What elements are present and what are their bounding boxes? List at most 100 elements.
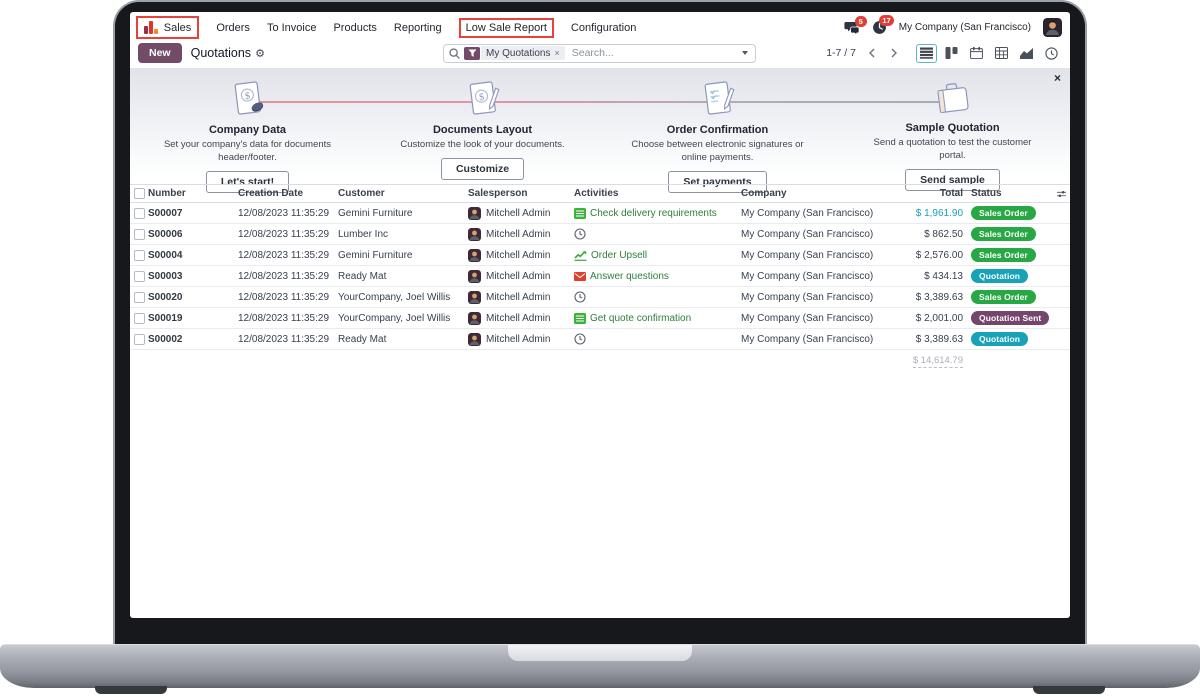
status-badge: Sales Order bbox=[971, 205, 1036, 221]
quotation-row[interactable]: S00020 12/08/2023 11:35:29 YourCompany, … bbox=[130, 287, 1070, 308]
column-header-status[interactable]: Status bbox=[971, 188, 1002, 199]
activity-summary: Check delivery requirements bbox=[590, 207, 717, 219]
nav-item-reporting[interactable]: Reporting bbox=[393, 21, 442, 34]
new-button[interactable]: New bbox=[138, 43, 182, 63]
salesperson-avatar bbox=[468, 311, 481, 325]
document-pencil-icon: $ bbox=[463, 78, 503, 122]
row-checkbox[interactable] bbox=[133, 249, 145, 261]
activity-view-icon[interactable] bbox=[1041, 44, 1062, 63]
app-window: Sales Orders To Invoice Products Reporti… bbox=[130, 12, 1070, 618]
document-dollar-icon: $ bbox=[228, 78, 268, 122]
search-input[interactable]: Search... bbox=[571, 47, 614, 59]
chat-bubbles-icon bbox=[844, 21, 860, 35]
activity-cell[interactable]: Answer questions bbox=[574, 271, 741, 282]
facet-remove-icon[interactable]: × bbox=[554, 47, 560, 58]
tasks-activity-icon bbox=[574, 207, 586, 219]
column-header-number[interactable]: Number bbox=[148, 188, 186, 199]
column-header-company[interactable]: Company bbox=[741, 188, 787, 199]
select-all-checkbox[interactable] bbox=[133, 188, 145, 199]
salesperson-name: Mitchell Admin bbox=[486, 291, 551, 303]
pager-previous-icon[interactable] bbox=[866, 46, 878, 60]
column-header-activities[interactable]: Activities bbox=[574, 188, 619, 199]
salesperson-avatar bbox=[468, 290, 481, 304]
user-avatar[interactable] bbox=[1043, 18, 1062, 37]
quotation-row[interactable]: S00019 12/08/2023 11:35:29 YourCompany, … bbox=[130, 308, 1070, 329]
company-switcher[interactable]: My Company (San Francisco) bbox=[898, 22, 1031, 33]
activity-summary: Order Upsell bbox=[591, 249, 648, 261]
row-checkbox[interactable] bbox=[133, 291, 145, 303]
customer-name: Gemini Furniture bbox=[338, 207, 413, 219]
action-gear-icon[interactable]: ⚙ bbox=[255, 46, 265, 60]
activity-cell[interactable] bbox=[574, 228, 741, 240]
row-checkbox[interactable] bbox=[133, 270, 145, 282]
column-options-icon[interactable] bbox=[1057, 189, 1070, 199]
pager-next-icon[interactable] bbox=[888, 46, 900, 60]
salesperson-avatar bbox=[468, 248, 481, 262]
activities-icon[interactable]: 17 bbox=[872, 15, 894, 35]
nav-item-products[interactable]: Products bbox=[333, 21, 377, 34]
close-icon[interactable]: × bbox=[1053, 71, 1061, 85]
company-cell: My Company (San Francisco) bbox=[741, 291, 874, 303]
company-cell: My Company (San Francisco) bbox=[741, 207, 874, 219]
table-header: Number Creation Date Customer Salesperso… bbox=[130, 184, 1070, 203]
status-badge: Quotation bbox=[971, 268, 1029, 284]
company-cell: My Company (San Francisco) bbox=[741, 249, 874, 261]
clock-activity-icon bbox=[574, 228, 586, 240]
activity-cell[interactable] bbox=[574, 291, 741, 303]
activity-cell[interactable]: Check delivery requirements bbox=[574, 207, 741, 219]
row-checkbox[interactable] bbox=[133, 312, 145, 324]
onboarding-step-documents-layout: $ Documents Layout Customize the look of… bbox=[365, 68, 600, 180]
messages-icon[interactable]: 5 bbox=[844, 15, 867, 35]
quotation-number: S00006 bbox=[148, 228, 183, 240]
quotation-row[interactable]: S00004 12/08/2023 11:35:29 Gemini Furnit… bbox=[130, 245, 1070, 266]
salesperson-name: Mitchell Admin bbox=[486, 228, 551, 240]
nav-item-sales[interactable]: Sales bbox=[163, 21, 192, 34]
search-icon bbox=[449, 47, 460, 59]
quotation-number: S00019 bbox=[148, 312, 183, 324]
activity-summary: Get quote confirmation bbox=[590, 312, 692, 324]
row-checkbox[interactable] bbox=[133, 207, 145, 219]
activity-cell[interactable]: Get quote confirmation bbox=[574, 312, 741, 324]
search-bar[interactable]: My Quotations × Search... bbox=[443, 43, 756, 63]
customer-name: YourCompany, Joel Willis bbox=[338, 291, 451, 303]
nav-item-configuration[interactable]: Configuration bbox=[570, 21, 637, 34]
pager-counter: 1-7 / 7 bbox=[826, 47, 856, 59]
quotation-row[interactable]: S00002 12/08/2023 11:35:29 Ready Mat Mit… bbox=[130, 329, 1070, 350]
annotation-box-sales: Sales bbox=[136, 16, 200, 39]
quotation-row[interactable]: S00006 12/08/2023 11:35:29 Lumber Inc Mi… bbox=[130, 224, 1070, 245]
total-amount: $ 3,389.63 bbox=[915, 291, 963, 303]
laptop-base bbox=[0, 644, 1200, 688]
nav-item-low-sale-report[interactable]: Low Sale Report bbox=[458, 17, 554, 38]
send-sample-button[interactable]: Send sample bbox=[905, 168, 1000, 191]
quotation-row[interactable]: S00003 12/08/2023 11:35:29 Ready Mat Mit… bbox=[130, 266, 1070, 287]
customer-name: Ready Mat bbox=[338, 333, 387, 345]
pager-and-views: 1-7 / 7 bbox=[826, 43, 1062, 63]
email-activity-icon bbox=[574, 271, 586, 281]
odoo-sales-app-icon[interactable] bbox=[144, 21, 158, 34]
document-signature-icon bbox=[698, 78, 738, 122]
nav-item-orders[interactable]: Orders bbox=[216, 21, 250, 34]
graph-view-icon[interactable] bbox=[1016, 44, 1037, 63]
column-header-customer[interactable]: Customer bbox=[338, 188, 385, 199]
calendar-view-icon[interactable] bbox=[966, 44, 987, 63]
search-dropdown-toggle[interactable] bbox=[735, 45, 755, 62]
pivot-view-icon[interactable] bbox=[991, 44, 1012, 63]
row-checkbox[interactable] bbox=[133, 333, 145, 345]
step-title: Company Data bbox=[208, 124, 287, 136]
row-checkbox[interactable] bbox=[133, 228, 145, 240]
list-view-icon[interactable] bbox=[916, 43, 937, 63]
quotation-row[interactable]: S00007 12/08/2023 11:35:29 Gemini Furnit… bbox=[130, 203, 1070, 224]
kanban-view-icon[interactable] bbox=[941, 44, 962, 63]
search-facet-my-quotations[interactable]: My Quotations × bbox=[481, 46, 565, 60]
nav-item-to-invoice[interactable]: To Invoice bbox=[266, 21, 317, 34]
activity-cell[interactable]: Order Upsell bbox=[574, 250, 741, 261]
total-amount: $ 434.13 bbox=[924, 270, 963, 282]
column-header-creation-date[interactable]: Creation Date bbox=[238, 188, 304, 199]
customize-button[interactable]: Customize bbox=[440, 158, 525, 180]
column-header-salesperson[interactable]: Salesperson bbox=[468, 188, 528, 199]
activity-cell[interactable] bbox=[574, 333, 741, 345]
column-header-total[interactable]: Total bbox=[939, 188, 963, 199]
total-amount: $ 3,389.63 bbox=[915, 333, 963, 345]
customer-name: Lumber Inc bbox=[338, 228, 389, 240]
main-menu: Sales Orders To Invoice Products Reporti… bbox=[136, 16, 636, 39]
